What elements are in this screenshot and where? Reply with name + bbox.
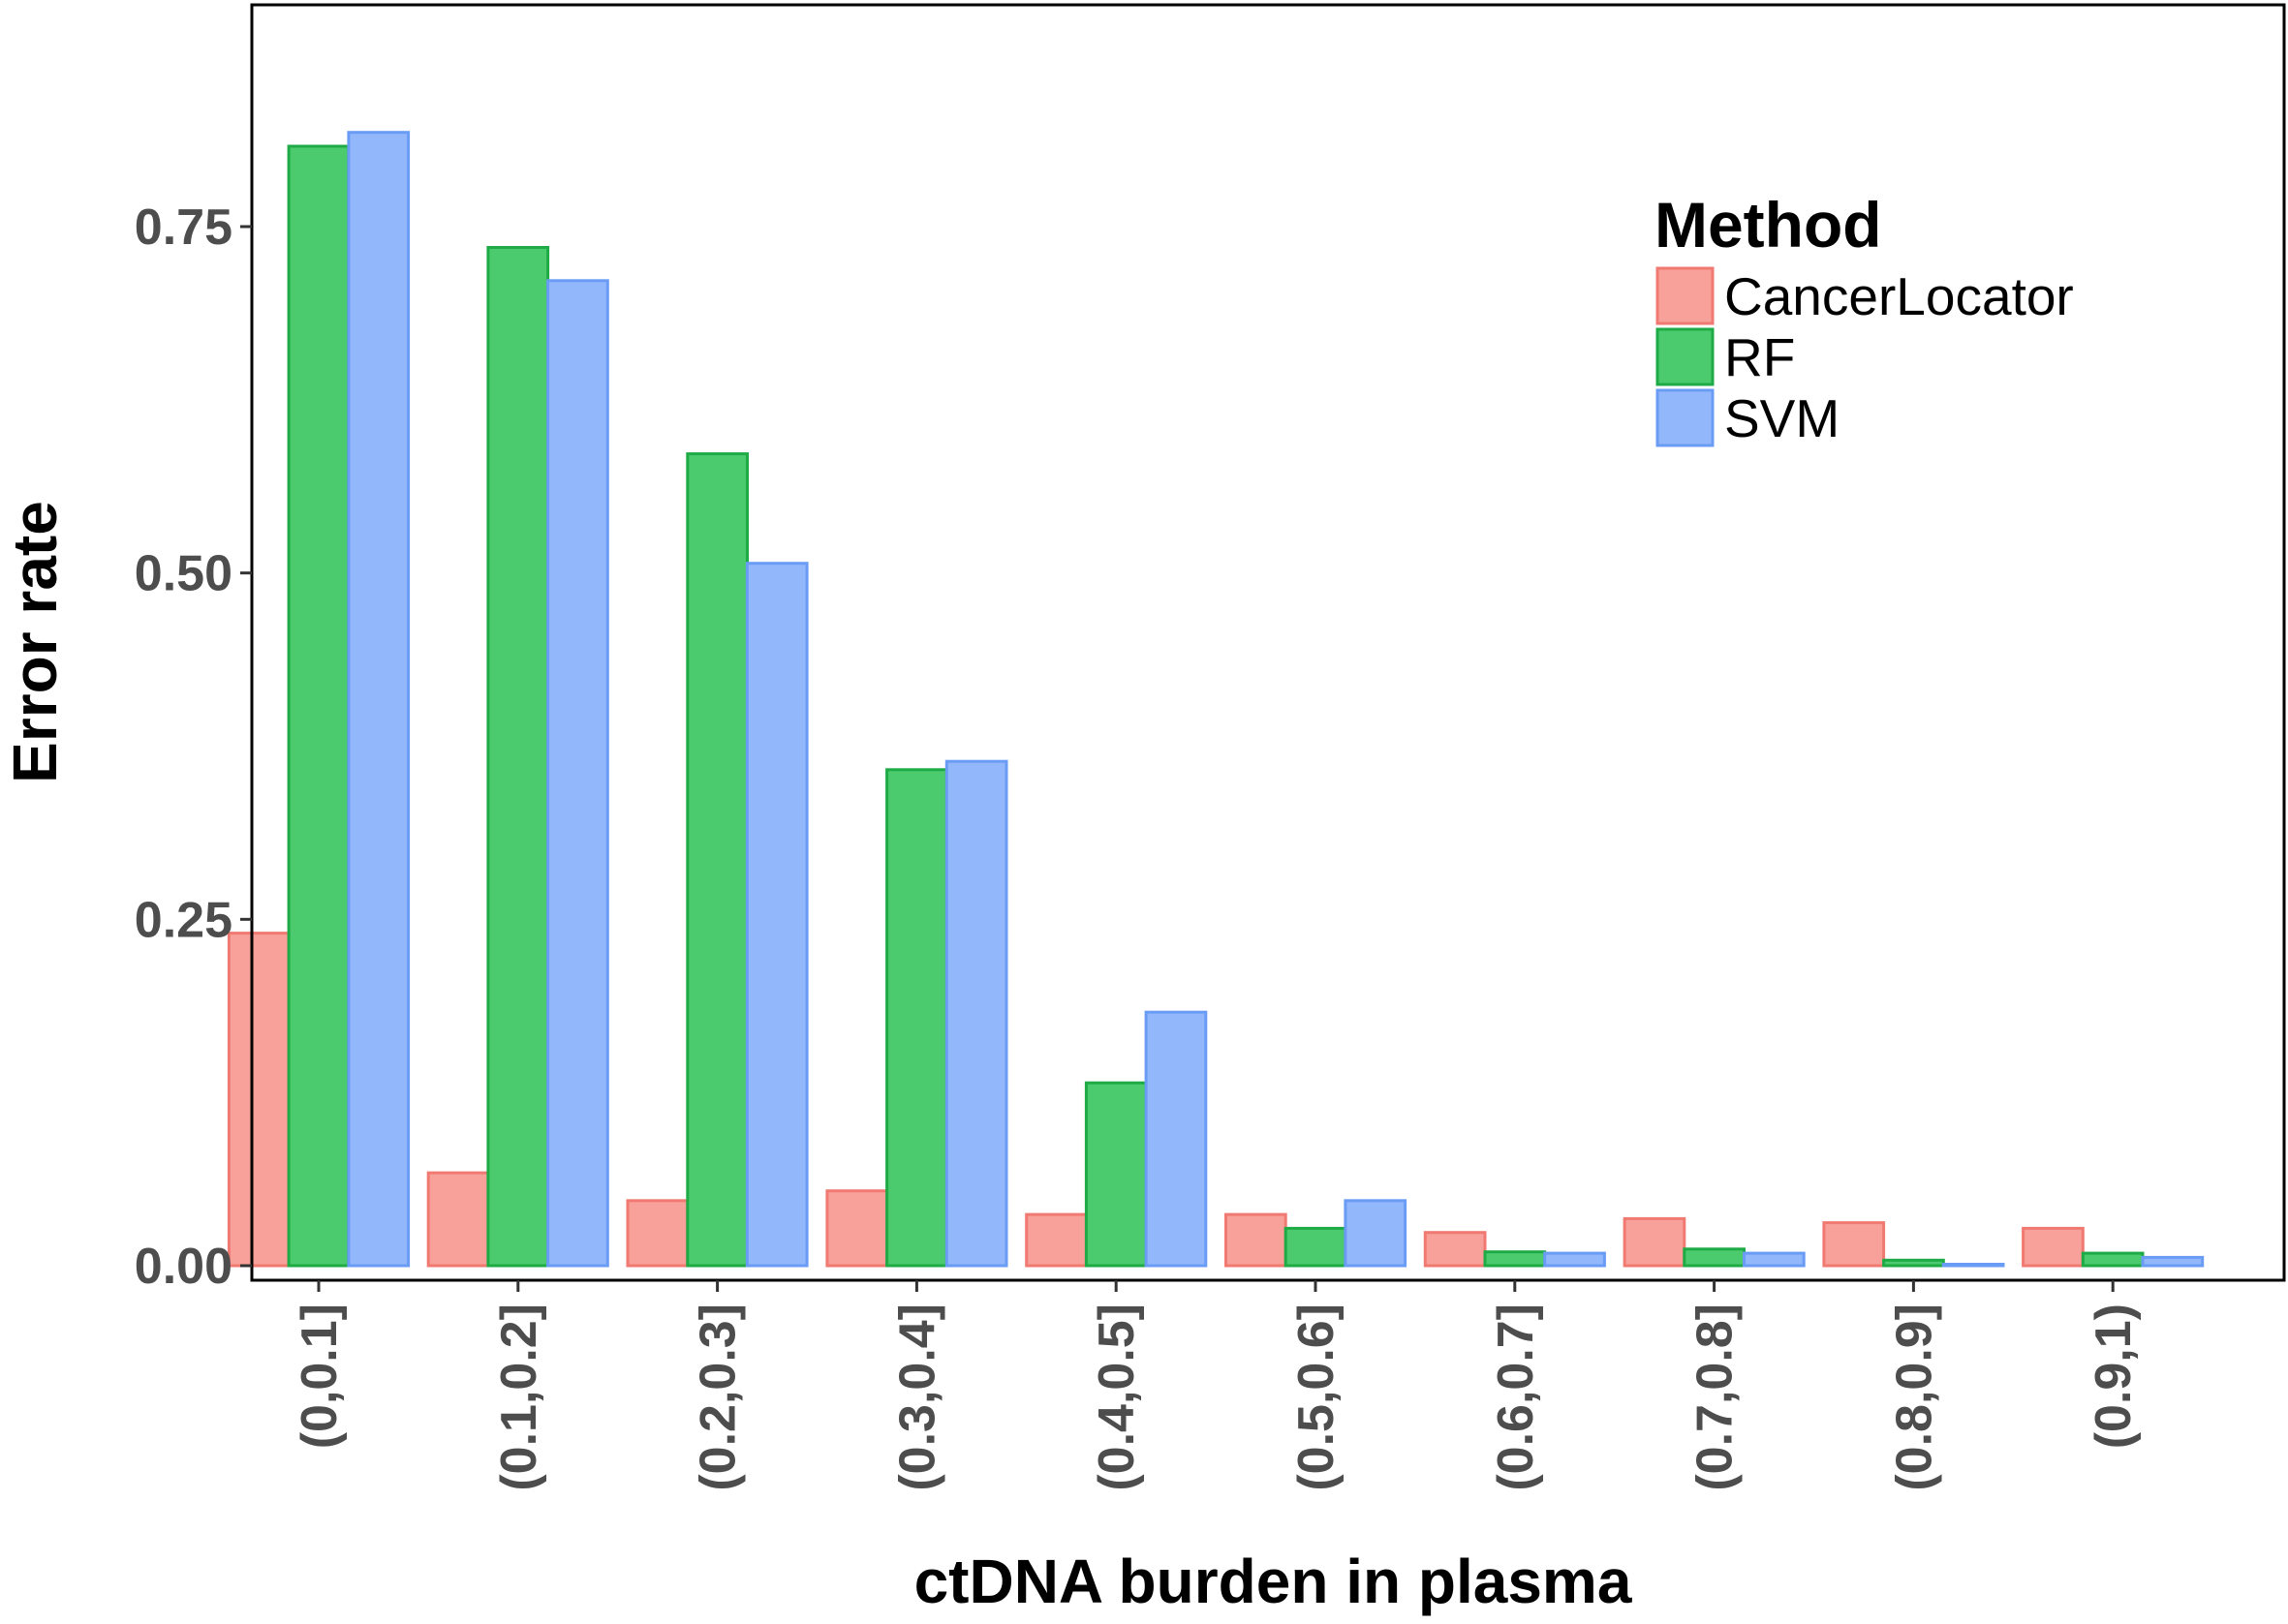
bar-cancerlocator-7 xyxy=(1623,1216,1686,1268)
legend-key-svm xyxy=(1655,388,1715,447)
legend-label-rf: RF xyxy=(1724,327,1795,387)
x-tick-label: (0.2,0.3] xyxy=(691,1303,747,1491)
legend-key-rf xyxy=(1655,327,1715,386)
legend-key-cancerlocator xyxy=(1655,266,1715,325)
bar-rf-6 xyxy=(1483,1250,1547,1268)
bar-rf-9 xyxy=(2081,1251,2145,1268)
x-tick-label: (0.9,1) xyxy=(2086,1303,2142,1449)
x-axis-title: ctDNA burden in plasma xyxy=(914,1547,1632,1616)
y-axis-title: Error rate xyxy=(0,501,70,783)
bar-rf-0 xyxy=(287,144,351,1268)
y-tick-label: 0.00 xyxy=(135,1239,232,1295)
bar-rf-1 xyxy=(486,246,550,1268)
bar-cancerlocator-5 xyxy=(1224,1212,1287,1268)
bar-svm-0 xyxy=(347,131,411,1268)
bar-cancerlocator-6 xyxy=(1423,1231,1487,1268)
bar-svm-4 xyxy=(1144,1010,1208,1268)
bar-svm-7 xyxy=(1743,1251,1806,1268)
bar-cancerlocator-1 xyxy=(426,1171,490,1268)
bar-cancerlocator-4 xyxy=(1025,1212,1088,1268)
legend-title: Method xyxy=(1654,189,1882,260)
bar-svm-5 xyxy=(1344,1199,1407,1268)
y-tick-label: 0.75 xyxy=(135,199,232,256)
x-tick-label: (0.5,0.6] xyxy=(1288,1303,1345,1491)
bar-cancerlocator-2 xyxy=(626,1199,690,1268)
bar-rf-7 xyxy=(1683,1247,1747,1268)
bar-rf-8 xyxy=(1882,1258,1945,1268)
x-tick-label: (0.7,0.8] xyxy=(1687,1303,1744,1491)
panel-border xyxy=(250,3,2286,1282)
bars-group xyxy=(227,131,2205,1268)
bar-svm-2 xyxy=(745,562,809,1268)
legend-label-svm: SVM xyxy=(1724,388,1840,448)
y-axis: 0.00 0.25 0.50 0.75 xyxy=(135,199,252,1295)
legend-label-cancerlocator: CancerLocator xyxy=(1724,266,2074,326)
bar-rf-4 xyxy=(1084,1081,1148,1268)
bar-rf-3 xyxy=(885,768,948,1268)
bar-cancerlocator-3 xyxy=(825,1189,889,1268)
x-tick-label: (0.3,0.4] xyxy=(889,1303,945,1491)
bar-rf-5 xyxy=(1283,1226,1347,1268)
x-tick-label: (0.4,0.5] xyxy=(1089,1303,1145,1491)
bar-svm-6 xyxy=(1543,1251,1606,1268)
x-tick-label: (0,0.1] xyxy=(292,1303,348,1449)
bar-svm-9 xyxy=(2141,1255,2205,1268)
y-tick-label: 0.25 xyxy=(135,892,232,948)
x-axis: (0,0.1] (0.1,0.2] (0.2,0.3] (0.3,0.4] (0.4,0… xyxy=(292,1280,2142,1491)
x-tick-label: (0.6,0.7] xyxy=(1488,1303,1544,1491)
bar-cancerlocator-8 xyxy=(1822,1221,1886,1268)
x-tick-label: (0.8,0.9] xyxy=(1886,1303,1942,1491)
x-tick-label: (0.1,0.2] xyxy=(491,1303,547,1491)
bar-svm-8 xyxy=(1941,1263,2005,1268)
bar-rf-2 xyxy=(686,452,749,1268)
y-tick-label: 0.50 xyxy=(135,546,232,602)
bar-cancerlocator-0 xyxy=(227,932,291,1268)
bar-svm-3 xyxy=(944,759,1008,1268)
bar-svm-1 xyxy=(546,279,609,1268)
bar-cancerlocator-9 xyxy=(2022,1226,2085,1268)
